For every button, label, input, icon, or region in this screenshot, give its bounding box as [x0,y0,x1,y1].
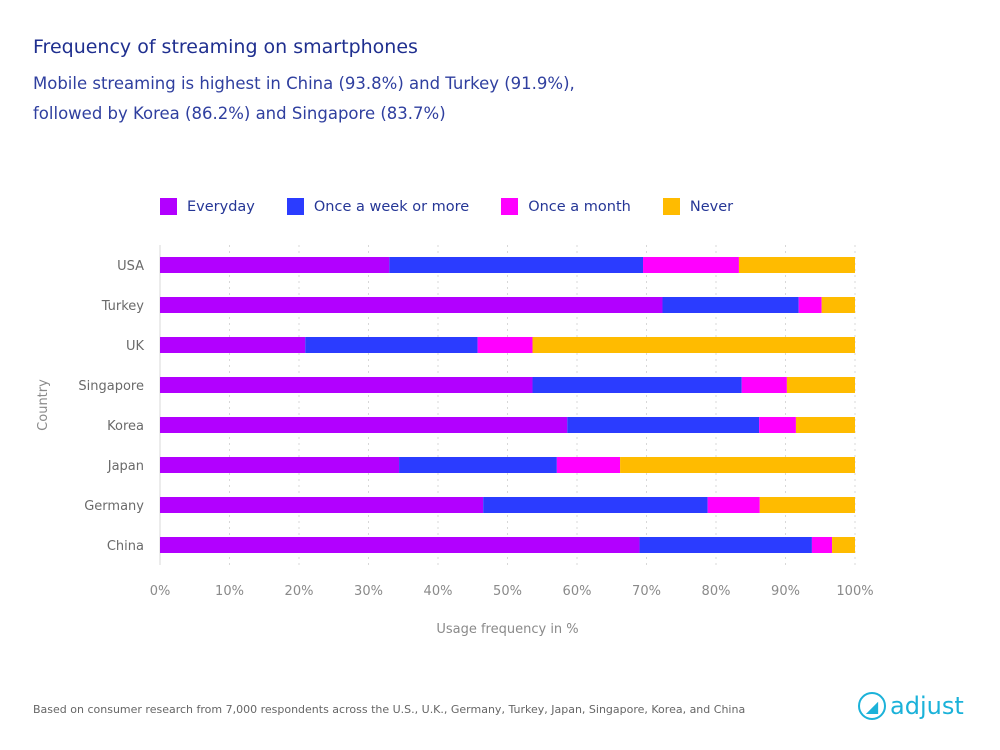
bar-segment [477,337,533,353]
x-tick-label: 20% [285,584,314,599]
x-tick-label: 100% [836,584,873,599]
footer-note: Based on consumer research from 7,000 re… [33,703,746,716]
legend-label: Everyday [187,198,255,215]
bar-segment [707,497,760,513]
chart-title: Frequency of streaming on smartphones [33,36,418,58]
y-tick-label: Japan [107,459,144,474]
legend-label: Once a month [528,198,631,215]
legend-item-weekly: Once a week or more [286,198,470,215]
x-tick-label: 70% [632,584,661,599]
legend: Everyday Once a week or more Once a mont… [160,198,765,215]
bar-segment [160,337,306,353]
adjust-logo: ◢ adjust [858,692,964,720]
bar-segment [532,377,742,393]
bar-segment [759,497,855,513]
legend-item-everyday: Everyday [160,198,255,215]
y-tick-label: Korea [107,419,144,434]
chart-subtitle-line2: followed by Korea (86.2%) and Singapore … [33,104,446,123]
bar-segment [160,457,400,473]
bar-segment [399,457,557,473]
bar-segment [160,297,663,313]
bar-segment [483,497,708,513]
bar-segment [532,337,855,353]
x-axis-label: Usage frequency in % [436,622,578,637]
bar-segment [389,257,644,273]
legend-label: Never [689,198,734,215]
legend-swatch [662,198,680,215]
bar-segment [160,377,533,393]
legend-label: Once a week or more [313,198,470,215]
x-tick-label: 30% [354,584,383,599]
legend-item-monthly: Once a month [501,198,631,215]
bar-segment [798,297,822,313]
logo-text: adjust [890,692,964,720]
bar-segment [786,377,855,393]
y-tick-label: USA [117,259,144,274]
bar-segment [832,537,855,553]
x-tick-label: 50% [493,584,522,599]
bar-segment [160,497,484,513]
y-tick-label: Turkey [101,299,145,314]
legend-swatch [160,198,177,215]
legend-item-never: Never [662,198,734,215]
y-tick-label: UK [126,339,145,354]
bar-segment [639,537,812,553]
bar-segment [821,297,855,313]
bar-segment [556,457,621,473]
bar-segment [741,377,787,393]
x-tick-label: 90% [771,584,800,599]
bar-segment [811,537,833,553]
y-tick-label: Germany [84,499,144,514]
bar-segment [795,417,855,433]
x-tick-label: 10% [215,584,244,599]
adjust-logo-icon: ◢ [858,692,886,720]
bar-segment [643,257,739,273]
chart-subtitle-line1: Mobile streaming is highest in China (93… [33,74,575,93]
legend-swatch [286,198,304,215]
bar-segment [662,297,799,313]
bar-segment [305,337,478,353]
y-axis-label: Country [36,379,51,431]
bar-segment [620,457,855,473]
bar-segment [759,417,796,433]
x-tick-label: 0% [150,584,171,599]
bar-segment [160,257,390,273]
x-tick-label: 60% [563,584,592,599]
legend-swatch [501,198,519,215]
bar-segment [160,537,640,553]
bar-segment [567,417,760,433]
y-tick-label: Singapore [78,379,144,394]
x-tick-label: 40% [424,584,453,599]
bar-segment [160,417,568,433]
bar-segment [738,257,855,273]
y-tick-label: China [107,539,144,554]
x-tick-label: 80% [702,584,731,599]
